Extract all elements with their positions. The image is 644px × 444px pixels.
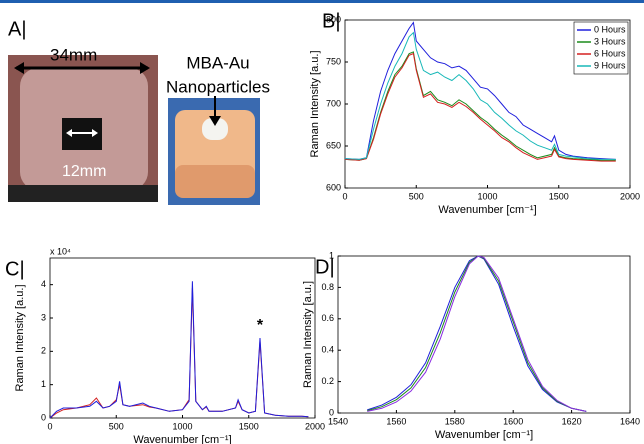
y-axis-label: Raman Intensity [a.u.]: [302, 281, 314, 388]
legend-label: 6 Hours: [594, 48, 626, 58]
y-tick-label: 600: [326, 182, 341, 192]
legend-label: 0 Hours: [594, 24, 626, 34]
top-rule: [0, 0, 644, 3]
x-tick-label: 0: [342, 191, 347, 201]
y-tick-label: 1: [41, 379, 46, 389]
x-tick-label: 1000: [477, 191, 497, 201]
y-tick-label: 700: [326, 98, 341, 108]
x-tick-label: 1540: [328, 416, 348, 426]
x-tick-label: 0: [47, 421, 52, 431]
plot-area: [50, 258, 315, 418]
x-tick-label: 2000: [620, 191, 640, 201]
annotation: MBA-Au: [186, 53, 249, 72]
y-tick-label: 0.2: [321, 376, 334, 386]
y-tick-label: 650: [326, 140, 341, 150]
x-axis-label: Wavenumber [cm⁻¹]: [435, 429, 533, 441]
x-tick-label: 1000: [172, 421, 192, 431]
y-tick-label: 0.8: [321, 282, 334, 292]
legend-label: 3 Hours: [594, 36, 626, 46]
x-axis-label: Wavenumber [cm⁻¹]: [133, 434, 231, 444]
y-tick-label: 2: [41, 346, 46, 356]
x-tick-label: 1500: [239, 421, 259, 431]
annotation: Nanoparticles: [166, 77, 270, 96]
y-tick-label: 3: [41, 312, 46, 322]
y-tick-label: 0.6: [321, 313, 334, 323]
x-tick-label: 1580: [445, 416, 465, 426]
y-axis-label: Raman Intensity [a.u.]: [14, 285, 26, 392]
dimension-label: 34mm: [50, 45, 97, 64]
dimension-label: 12mm: [62, 163, 106, 180]
x-tick-label: 500: [409, 191, 424, 201]
y-tick-label: 0.4: [321, 345, 334, 355]
plot-area: [338, 256, 630, 413]
x-tick-label: 1620: [562, 416, 582, 426]
x-tick-label: 2000: [305, 421, 325, 431]
photo-shadow: [8, 185, 158, 202]
y-tick-label: 750: [326, 56, 341, 66]
panel-label: A|: [8, 18, 27, 40]
x-tick-label: 1560: [386, 416, 406, 426]
x-tick-label: 1600: [503, 416, 523, 426]
figure: A| 34mm 12mm MBA-Au Nanoparticles 050010…: [0, 0, 644, 444]
panel-label: B|: [322, 10, 341, 32]
y-tick-label: 0: [329, 407, 334, 417]
y-tick-label: 4: [41, 279, 46, 289]
x-tick-label: 1640: [620, 416, 640, 426]
legend-label: 9 Hours: [594, 60, 626, 70]
panel-label: D|: [315, 256, 335, 278]
x-tick-label: 500: [109, 421, 124, 431]
y-multiplier: x 10⁴: [50, 246, 71, 256]
y-axis-label: Raman Intensity [a.u.]: [309, 51, 321, 158]
x-axis-label: Wavenumber [cm⁻¹]: [438, 204, 536, 216]
panel-label: C|: [5, 258, 25, 280]
x-tick-label: 1500: [549, 191, 569, 201]
y-tick-label: 0: [41, 412, 46, 422]
photo-block-side: [175, 165, 255, 198]
annotation: *: [257, 317, 264, 334]
